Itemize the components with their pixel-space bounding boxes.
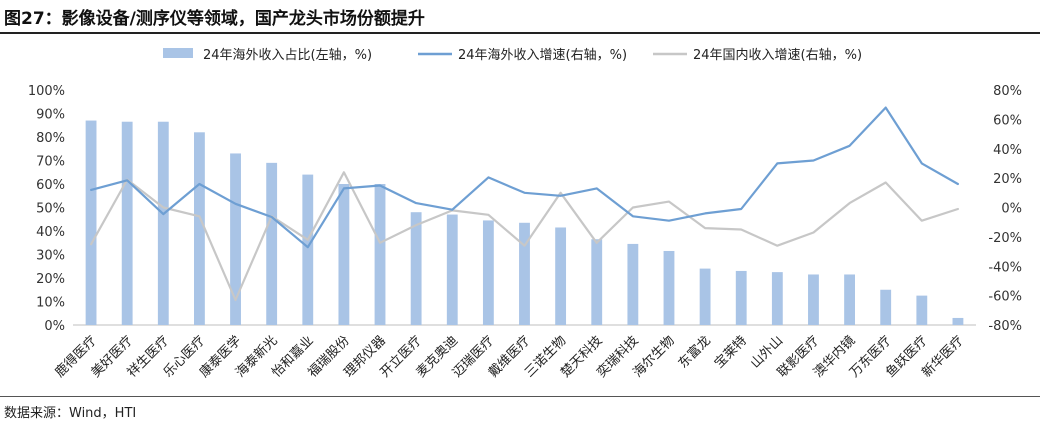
bar — [916, 295, 928, 325]
bar — [699, 268, 711, 325]
right-axis-tick-label: -40% — [988, 260, 1022, 275]
legend-label: 24年国内收入增速(右轴，%) — [693, 47, 862, 63]
left-axis-tick-label: 0% — [44, 319, 65, 334]
right-axis-tick-label: 20% — [993, 172, 1022, 187]
combo-chart: 24年海外收入占比(左轴，%) 24年海外收入增速(右轴，%) 24年国内收入增速(… — [28, 47, 1022, 381]
bar — [555, 227, 567, 325]
bar — [735, 270, 747, 325]
legend-label: 24年海外收入占比(左轴，%) — [203, 48, 372, 63]
left-axis-tick-label: 70% — [36, 155, 65, 170]
left-axis-tick-label: 90% — [36, 108, 65, 123]
left-axis-tick-label: 40% — [36, 225, 65, 240]
bar — [157, 121, 169, 325]
right-axis-tick-label: -20% — [988, 231, 1022, 246]
left-axis-tick-label: 10% — [36, 296, 65, 311]
axes: 0% 10% 20% 30% 40% 50% 60% 70% 80% 90% 100% -80% -60… — [28, 84, 1022, 334]
series-line — [89, 106, 960, 249]
bar — [844, 274, 855, 325]
bar — [663, 250, 675, 325]
bar — [410, 212, 422, 325]
bar-series — [85, 120, 964, 325]
bar — [808, 274, 819, 325]
legend-swatch — [163, 48, 193, 58]
title-rule — [0, 32, 1040, 34]
right-axis-tick-label: -80% — [988, 319, 1022, 334]
bar — [266, 162, 278, 325]
right-axis-tick-label: 80% — [993, 84, 1022, 99]
category-label: 宝莱特 — [712, 333, 750, 371]
right-axis-tick-label: 40% — [993, 143, 1022, 158]
line-series — [89, 106, 960, 302]
bar — [85, 120, 97, 325]
bar — [338, 184, 350, 325]
bar — [519, 222, 530, 325]
source-note: 数据来源：Wind，HTI — [4, 406, 137, 421]
category-labels: 鹿得医疗美好医疗祥生医疗乐心医疗康泰医学海泰新光怡和嘉业福瑞股份理邦仪器开立医疗… — [52, 333, 967, 381]
category-label: 东富龙 — [675, 333, 714, 372]
right-axis-tick-label: 60% — [993, 113, 1022, 128]
bar — [230, 153, 241, 325]
bar — [880, 289, 892, 325]
bar — [771, 272, 783, 325]
left-axis-tick-label: 50% — [36, 202, 65, 217]
bar — [374, 184, 386, 325]
bar — [446, 214, 458, 325]
bar — [194, 132, 205, 325]
left-axis-tick-label: 80% — [36, 131, 65, 146]
bar — [121, 121, 133, 325]
right-axis-tick-label: -60% — [988, 290, 1022, 305]
legend: 24年海外收入占比(左轴，%) 24年海外收入增速(右轴，%) 24年国内收入增速(… — [163, 47, 862, 63]
bar — [591, 239, 603, 325]
left-axis-tick-label: 60% — [36, 178, 65, 193]
left-axis-tick-label: 30% — [36, 249, 65, 264]
bar — [627, 243, 639, 325]
bottom-rule — [0, 396, 1040, 397]
left-axis-tick-label: 20% — [36, 272, 65, 287]
bar — [482, 220, 494, 325]
bar — [302, 174, 314, 325]
series-line — [89, 171, 960, 302]
figure-title: 图27：影像设备/测序仪等领域，国产龙头市场份额提升 — [4, 9, 425, 29]
bar — [952, 317, 964, 325]
legend-label: 24年海外收入增速(右轴，%) — [458, 48, 627, 63]
right-axis-tick-label: 0% — [1001, 202, 1022, 217]
left-axis-tick-label: 100% — [28, 84, 65, 99]
